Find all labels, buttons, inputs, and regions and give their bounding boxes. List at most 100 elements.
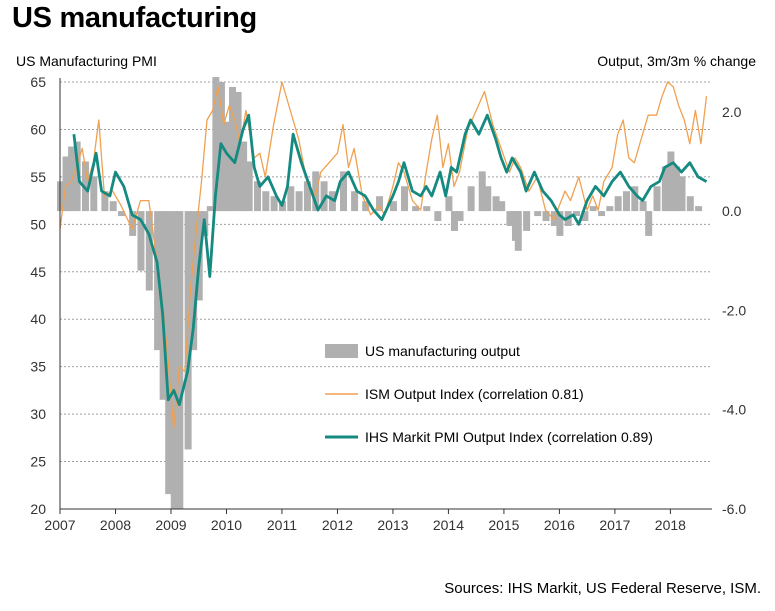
output-bar xyxy=(362,201,370,212)
output-bar xyxy=(287,186,295,212)
legend-label: IHS Markit PMI Output Index (correlation… xyxy=(365,429,653,445)
legend-swatch-output xyxy=(325,344,358,358)
output-bar xyxy=(320,181,328,212)
output-bar xyxy=(581,211,589,222)
x-tick-label: 2010 xyxy=(211,517,242,533)
output-bar xyxy=(606,206,614,212)
output-bar xyxy=(81,161,89,212)
legend-label: ISM Output Index (correlation 0.81) xyxy=(365,386,584,402)
output-bar xyxy=(109,201,117,212)
output-bar xyxy=(478,171,486,212)
left-tick-label: 50 xyxy=(30,216,46,232)
x-tick-label: 2008 xyxy=(100,517,131,533)
x-tick-label: 2016 xyxy=(544,517,575,533)
output-bar xyxy=(434,211,442,222)
x-tick-label: 2014 xyxy=(433,517,464,533)
left-tick-label: 65 xyxy=(30,74,46,90)
left-tick-label: 55 xyxy=(30,169,46,185)
right-tick-label: -6.0 xyxy=(722,501,746,517)
output-bar xyxy=(62,156,70,212)
output-bar xyxy=(445,196,453,212)
output-bar xyxy=(514,211,522,251)
right-axis-label: Output, 3m/3m % change xyxy=(597,53,756,69)
right-tick-label: -2.0 xyxy=(722,302,746,318)
x-tick-label: 2011 xyxy=(267,517,297,533)
output-bar xyxy=(154,211,162,351)
output-bar xyxy=(229,86,237,212)
left-tick-label: 20 xyxy=(30,501,46,517)
output-bar xyxy=(556,211,564,236)
output-bar xyxy=(165,211,173,495)
output-bar xyxy=(212,77,220,212)
output-bar xyxy=(672,166,680,212)
output-bar xyxy=(240,141,248,212)
output-bar xyxy=(206,206,214,212)
output-bar xyxy=(423,206,431,212)
chart-title: US manufacturing xyxy=(12,2,257,34)
output-bar xyxy=(351,191,359,212)
x-tick-label: 2007 xyxy=(44,517,75,533)
output-bar xyxy=(450,211,458,231)
output-bar xyxy=(589,206,597,212)
x-tick-label: 2013 xyxy=(377,517,408,533)
output-bar xyxy=(101,191,109,212)
output-bar xyxy=(389,201,397,212)
source-note: Sources: IHS Markit, US Federal Reserve,… xyxy=(444,580,761,597)
output-bar xyxy=(245,161,253,212)
output-bar xyxy=(661,166,669,212)
output-bar xyxy=(631,186,639,212)
output-bar xyxy=(170,211,178,509)
output-bar xyxy=(339,171,347,212)
output-bar xyxy=(376,196,384,212)
output-bar xyxy=(303,181,311,212)
output-bar xyxy=(639,201,647,212)
output-bar xyxy=(401,186,409,212)
left-tick-label: 25 xyxy=(30,454,46,470)
axes: 20 25 30 35 40 45 50 55 60 65 -6.0 -4.0 -2.0 0.0 2.0 20… xyxy=(30,74,746,533)
output-bar xyxy=(506,211,514,226)
output-bar xyxy=(523,211,531,231)
output-bar xyxy=(498,201,506,212)
output-bar xyxy=(456,211,464,222)
output-bar xyxy=(542,211,550,222)
x-tick-label: 2012 xyxy=(322,517,353,533)
series-lines xyxy=(59,81,708,429)
output-bar xyxy=(190,211,198,351)
output-bar xyxy=(295,191,303,212)
legend: US manufacturing output ISM Output Index … xyxy=(325,343,653,445)
output-bar xyxy=(667,151,675,212)
output-bar xyxy=(412,206,420,212)
left-tick-label: 35 xyxy=(30,359,46,375)
left-tick-label: 30 xyxy=(30,406,46,422)
right-tick-label: 2.0 xyxy=(722,104,742,120)
left-tick-label: 45 xyxy=(30,264,46,280)
output-bar xyxy=(534,211,542,217)
output-bar xyxy=(573,211,581,217)
left-axis-label: US Manufacturing PMI xyxy=(16,53,157,69)
output-bar xyxy=(73,141,81,212)
pmi-output-line xyxy=(72,113,708,406)
output-bar xyxy=(176,211,184,509)
output-bar xyxy=(223,121,231,212)
output-bar xyxy=(622,191,630,212)
x-tick-label: 2018 xyxy=(655,517,686,533)
output-bar xyxy=(253,181,261,212)
output-bar xyxy=(129,211,137,236)
output-bar xyxy=(467,186,475,212)
output-bar xyxy=(686,196,694,212)
output-bar xyxy=(614,196,622,212)
output-bar xyxy=(678,176,686,212)
output-bar xyxy=(695,206,703,212)
right-tick-label: -4.0 xyxy=(722,402,746,418)
output-bar xyxy=(90,176,98,212)
output-bar xyxy=(484,186,492,212)
output-bar xyxy=(645,211,653,236)
legend-label: US manufacturing output xyxy=(365,343,520,359)
x-tick-label: 2015 xyxy=(488,517,519,533)
output-bar xyxy=(137,211,145,271)
output-bar xyxy=(492,196,500,212)
left-tick-label: 60 xyxy=(30,121,46,137)
left-tick-label: 40 xyxy=(30,311,46,327)
output-bar xyxy=(653,186,661,212)
